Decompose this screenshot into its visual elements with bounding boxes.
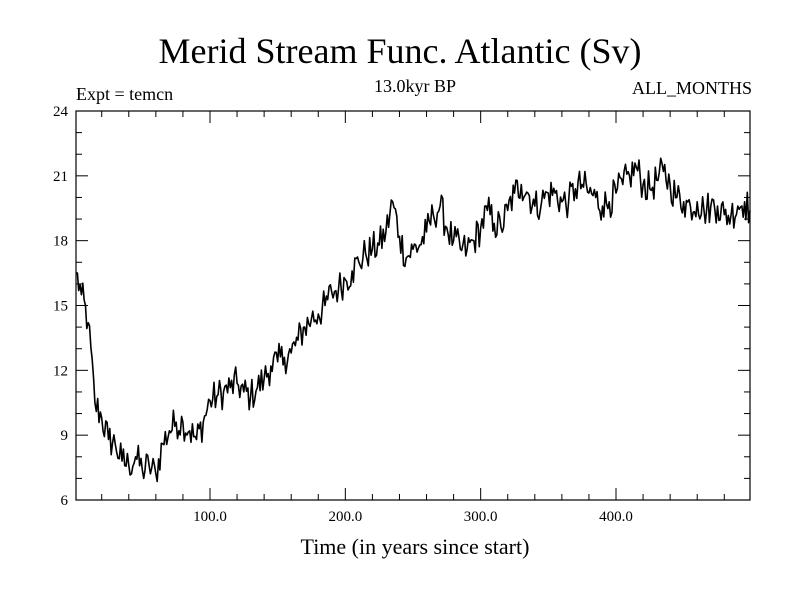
plot-frame — [75, 110, 751, 501]
y-tick-label: 9 — [61, 428, 69, 444]
y-tick-label: 6 — [61, 493, 69, 509]
y-tick-label: 18 — [53, 234, 68, 250]
axis-ticks — [76, 111, 750, 500]
series-line — [76, 157, 751, 483]
x-tick-label: 100.0 — [193, 509, 227, 525]
period-label: ALL_MONTHS — [632, 78, 752, 98]
y-tick-label: 24 — [53, 104, 69, 120]
axis-tick-labels: 100.0 200.0 300.0 400.0 6 9 12 15 18 21 24 — [53, 104, 633, 525]
x-tick-label: 200.0 — [328, 509, 362, 525]
x-tick-label: 400.0 — [599, 509, 633, 525]
x-axis-label: Time (in years since start) — [300, 534, 530, 559]
x-tick-label: 300.0 — [464, 509, 498, 525]
chart-title: Merid Stream Func. Atlantic (Sv) — [158, 31, 642, 71]
y-tick-label: 21 — [53, 169, 68, 185]
chart-subtitle: 13.0kyr BP — [373, 76, 456, 96]
experiment-label: Expt = temcn — [76, 84, 174, 104]
y-tick-label: 15 — [53, 299, 68, 315]
y-tick-label: 12 — [53, 363, 68, 379]
